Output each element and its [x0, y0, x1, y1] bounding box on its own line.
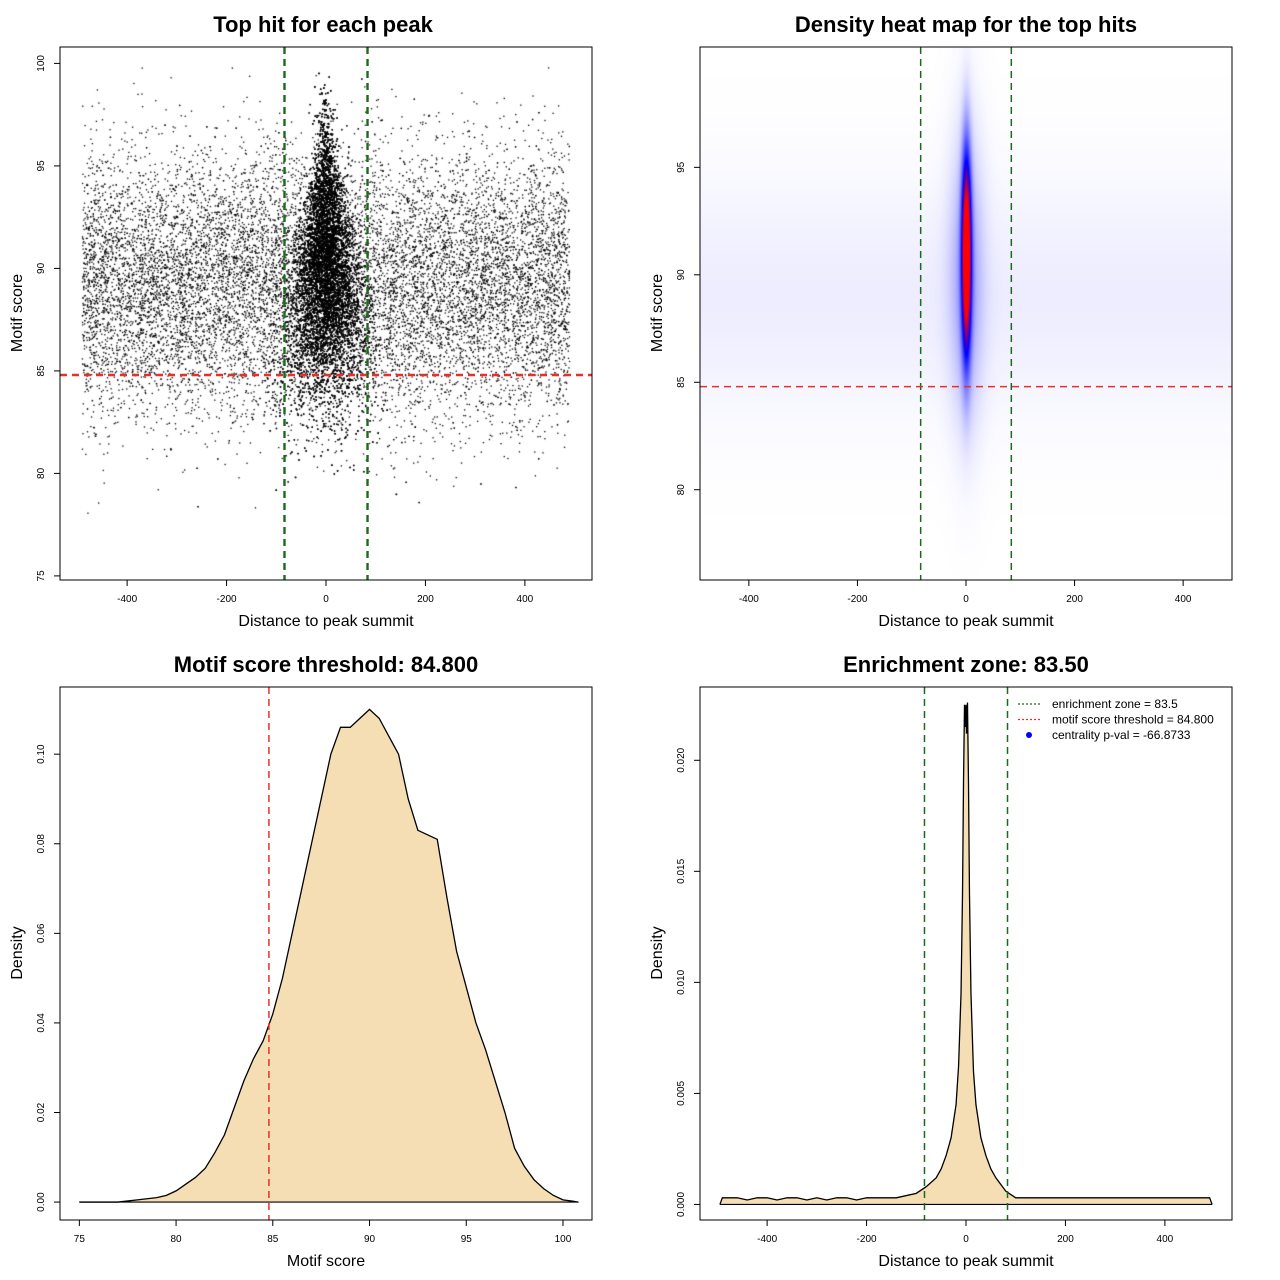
legend-label: enrichment zone = 83.5 — [1052, 697, 1178, 711]
x-tick-label: -200 — [217, 594, 237, 605]
legend-label: centrality p-val = -66.8733 — [1052, 728, 1191, 742]
x-tick-label: 80 — [171, 1234, 183, 1245]
x-tick-label: 75 — [74, 1234, 86, 1245]
y-tick-label: 0.020 — [676, 747, 687, 772]
panel3-title: Motif score threshold: 84.800 — [174, 652, 478, 677]
x-tick-label: 200 — [1066, 594, 1083, 605]
panel-score-density: Motif score threshold: 84.800 75 80 85 90 95… — [9, 652, 593, 1270]
y-tick-label: 95 — [676, 161, 687, 173]
panel2-title: Density heat map for the top hits — [795, 12, 1137, 37]
legend-label: motif score threshold = 84.800 — [1052, 713, 1214, 727]
y-tick-label: 0.00 — [36, 1192, 47, 1212]
x-tick-label: -200 — [857, 1234, 877, 1245]
density-curve — [719, 702, 1213, 1205]
y-tick-label: 90 — [36, 262, 47, 274]
panel3-xlabel: Motif score — [287, 1253, 365, 1270]
y-tick-label: 0.02 — [36, 1102, 47, 1122]
panel-scatter: Top hit for each peak -400 -200 0 200 400 75 8… — [9, 12, 593, 630]
y-tick-label: 80 — [36, 467, 47, 479]
y-tick-label: 75 — [36, 570, 47, 582]
panel1-ylabel: Motif score — [9, 274, 26, 352]
y-tick-label: 95 — [36, 160, 47, 172]
x-tick-label: 95 — [461, 1234, 473, 1245]
y-tick-label: 85 — [36, 365, 47, 377]
panel4-ylabel: Density — [649, 926, 666, 979]
y-tick-label: 0.015 — [676, 858, 687, 883]
x-tick-label: -400 — [739, 594, 759, 605]
panel4-xlabel: Distance to peak summit — [878, 1253, 1054, 1270]
panel3-ylabel: Density — [9, 926, 26, 979]
density-heatmap — [700, 47, 1232, 580]
x-tick-label: 0 — [963, 1234, 969, 1245]
y-tick-label: 0.06 — [36, 923, 47, 943]
y-tick-label: 0.005 — [676, 1080, 687, 1105]
density-curve — [79, 708, 579, 1203]
x-tick-label: -400 — [757, 1234, 777, 1245]
scatter-points — [60, 47, 592, 580]
panel-enrichment-density: Enrichment zone: 83.50 -400 -200 0 200 400 0.… — [649, 652, 1233, 1270]
x-tick-label: 400 — [517, 594, 534, 605]
panel2-xlabel: Distance to peak summit — [878, 613, 1054, 630]
panel-heatmap: Density heat map for the top hits -400 -2… — [649, 12, 1233, 630]
x-tick-label: 400 — [1157, 1234, 1174, 1245]
x-tick-label: 90 — [364, 1234, 376, 1245]
legend-marker-dot — [1026, 732, 1032, 738]
x-tick-label: 400 — [1175, 594, 1192, 605]
density-area — [79, 709, 579, 1203]
panel1-xlabel: Distance to peak summit — [238, 613, 414, 630]
x-tick-label: 85 — [267, 1234, 279, 1245]
y-tick-label: 100 — [36, 55, 47, 72]
y-tick-label: 90 — [676, 269, 687, 281]
y-tick-label: 0.08 — [36, 834, 47, 854]
y-tick-label: 85 — [676, 376, 687, 388]
y-tick-label: 0.000 — [676, 1192, 687, 1217]
x-tick-label: 200 — [1057, 1234, 1074, 1245]
x-tick-label: 0 — [323, 594, 329, 605]
x-tick-label: 200 — [417, 594, 434, 605]
x-tick-label: 100 — [555, 1234, 572, 1245]
panel4-title: Enrichment zone: 83.50 — [843, 652, 1089, 677]
x-tick-label: 0 — [963, 594, 969, 605]
y-tick-label: 80 — [676, 484, 687, 496]
x-tick-label: -400 — [117, 594, 137, 605]
panel1-title: Top hit for each peak — [213, 12, 433, 37]
density-area — [719, 702, 1213, 1205]
y-tick-label: 0.04 — [36, 1013, 47, 1033]
y-tick-label: 0.10 — [36, 744, 47, 764]
panel2-ylabel: Motif score — [649, 274, 666, 352]
legend: enrichment zone = 83.5 motif score thresh… — [1018, 697, 1214, 742]
x-tick-label: -200 — [847, 594, 867, 605]
y-tick-label: 0.010 — [676, 969, 687, 994]
